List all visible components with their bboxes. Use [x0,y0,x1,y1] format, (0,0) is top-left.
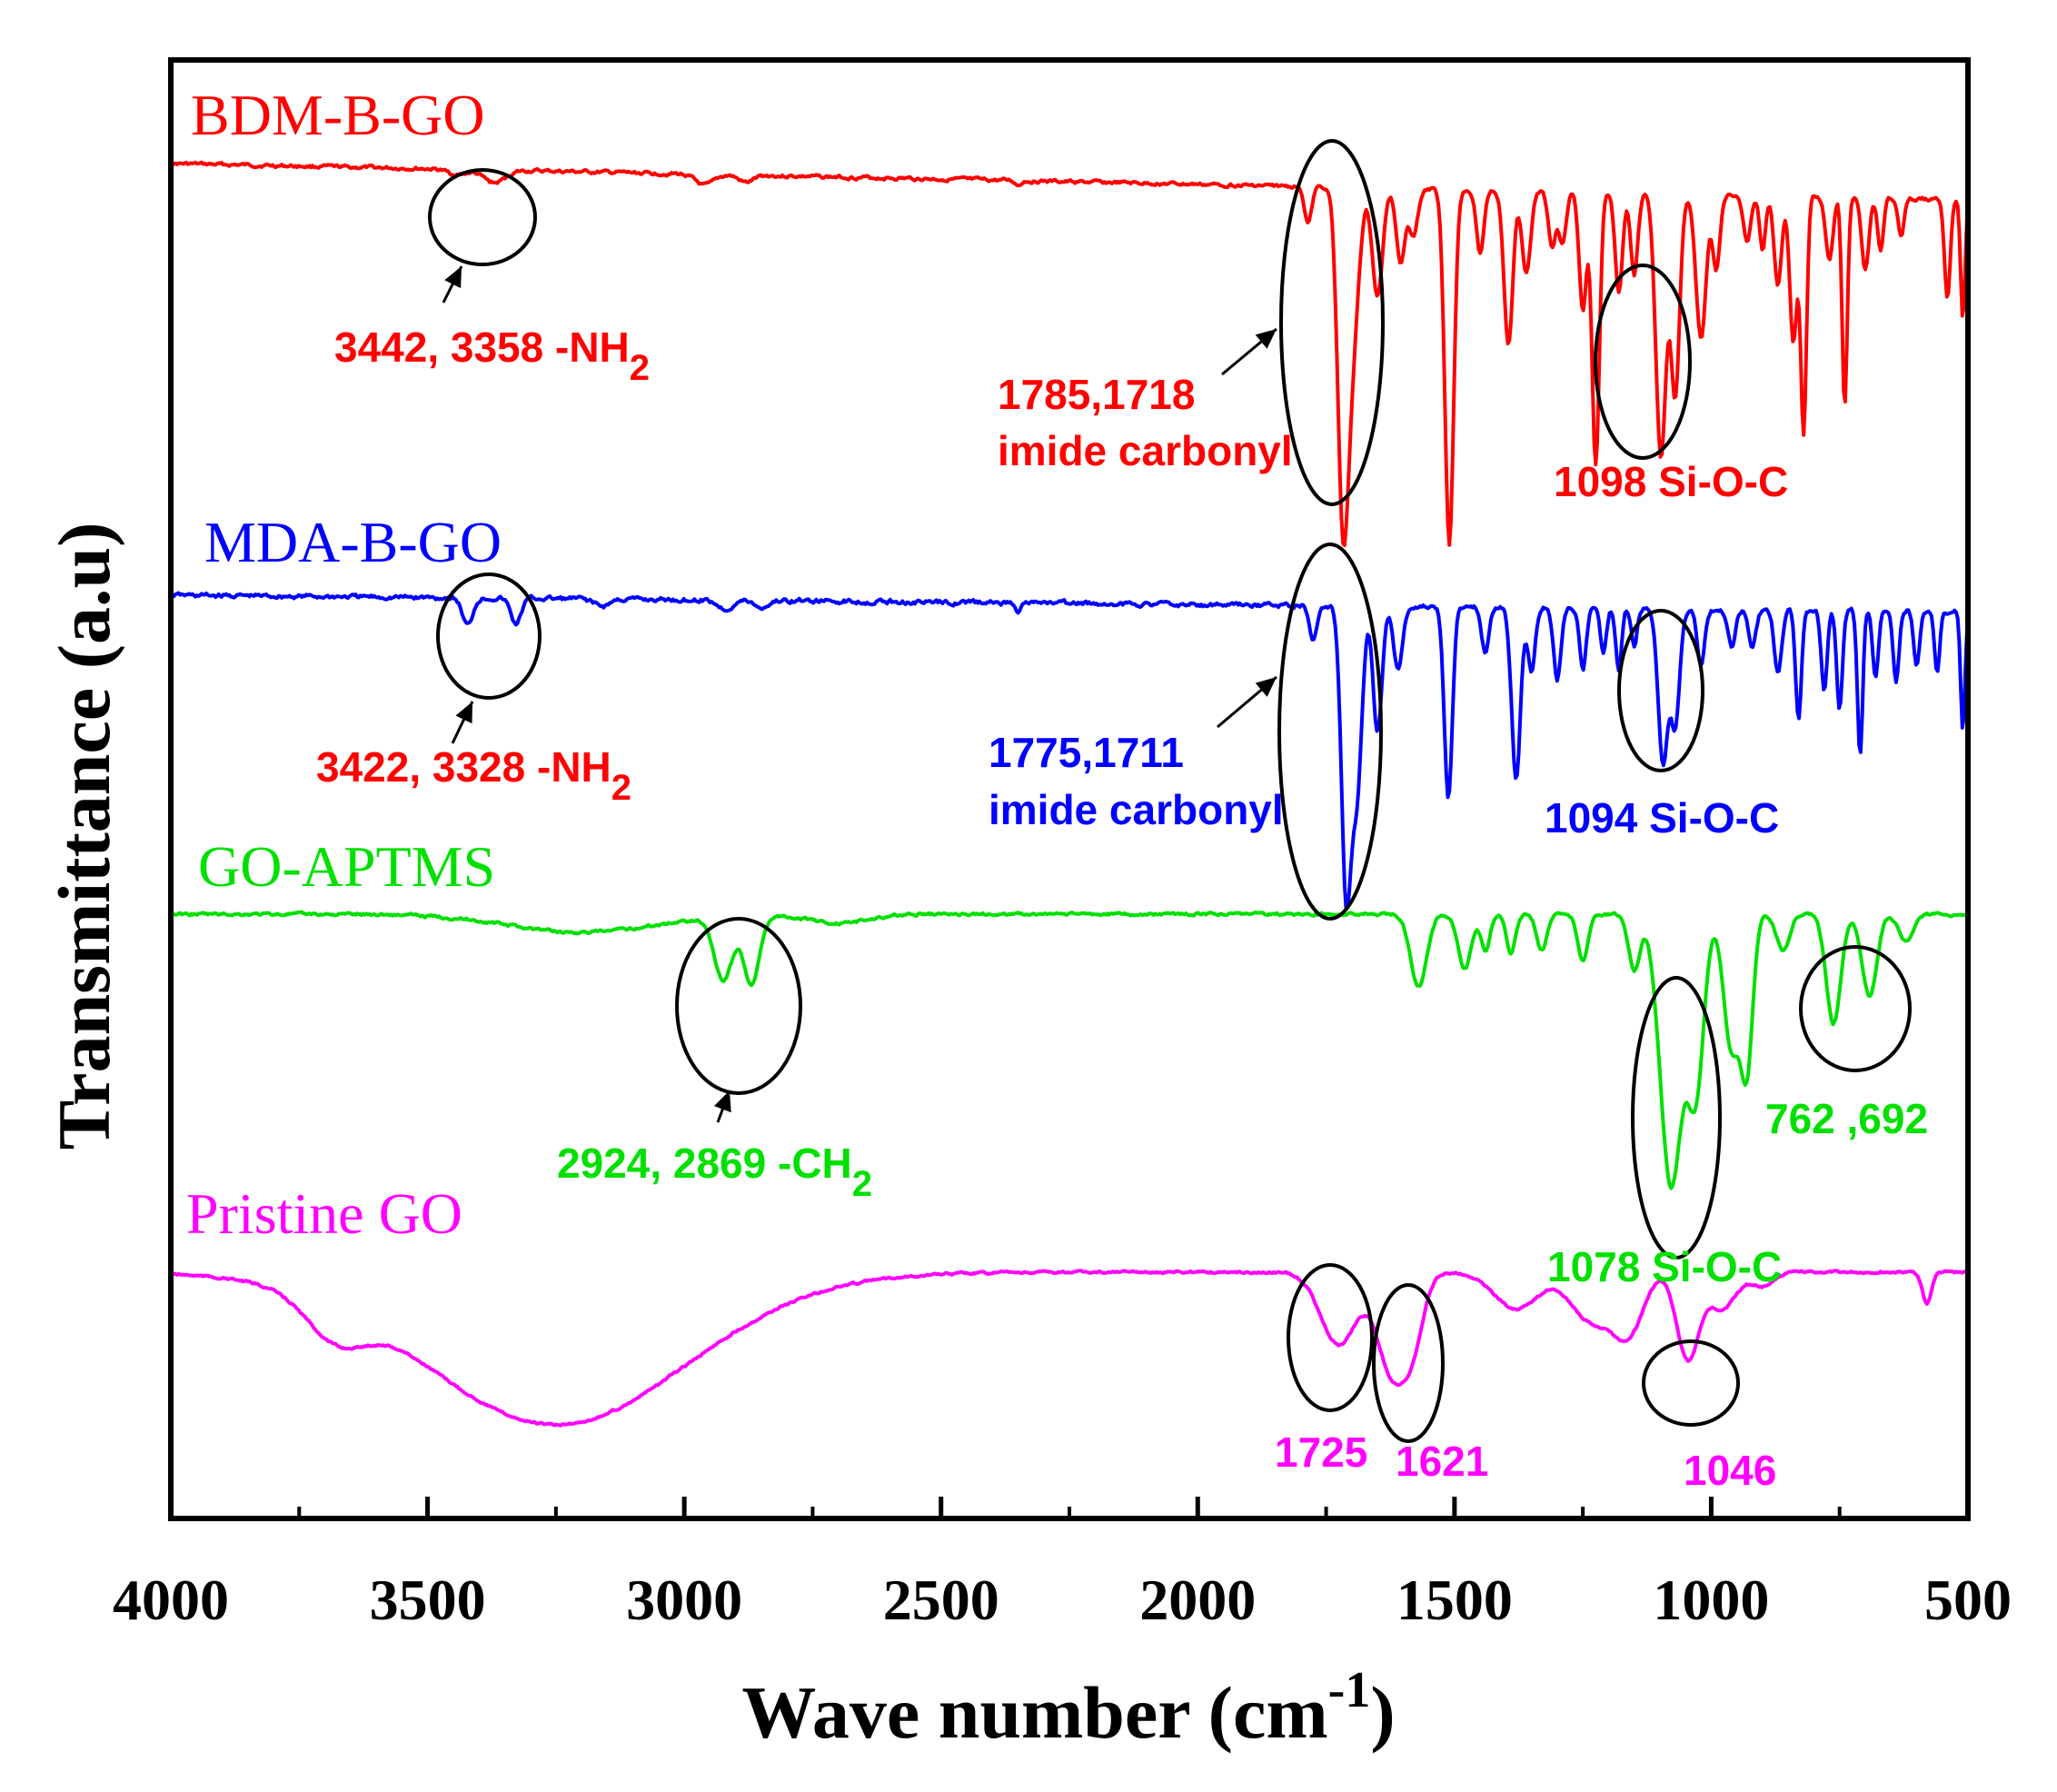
x-axis-title: Wave number (cm-1) [741,1662,1395,1754]
spectrum-go-aptms [170,910,1968,1190]
annot-go-1046: 1046 [1684,1447,1776,1494]
x-tick-label-4000: 4000 [113,1568,229,1632]
bracket-ellipse-9 [1287,1263,1374,1412]
x-axis-ticks: 4000 3500 3000 2500 2000 1500 1000 500 [113,1497,2012,1632]
annot-mda-sioc: 1094 Si-O-C [1545,794,1779,841]
bracket-ellipse-10 [1372,1283,1445,1443]
bracket-ellipse-4 [1277,543,1383,921]
series-label-go-aptms: GO-APTMS [198,834,495,899]
pointer-arrowhead-4 [713,1090,731,1113]
x-tick-label-3500: 3500 [370,1568,486,1632]
annotation-labels: 3442, 3358 -NH2 1785,1718 imide carbonyl… [316,324,1928,1494]
annot-mda-nh2: 3422, 3328 -NH2 [316,743,631,808]
bracket-ellipse-8 [1799,945,1912,1072]
bracket-ellipse-11 [1642,1339,1740,1427]
spectra-curves [169,160,1969,1428]
series-label-pristine-go: Pristine GO [186,1181,462,1246]
series-label-bdm-b-go: BDM-B-GO [191,83,485,147]
spectrum-mda-b-go [169,591,1969,911]
peak-annotations [428,139,1912,1443]
annot-go-1621: 1621 [1396,1438,1488,1485]
annot-aptms-sioc: 1078 Si-O-C [1547,1243,1782,1290]
x-tick-label-2500: 2500 [883,1568,999,1632]
x-tick-label-500: 500 [1924,1568,2012,1632]
annot-bdm-sioc: 1098 Si-O-C [1554,458,1788,505]
spectrum-bdm-b-go [170,160,1969,547]
annot-bdm-nh2: 3442, 3358 -NH2 [334,324,650,388]
annot-bdm-imide-line1: 1785,1718 [998,371,1195,418]
x-tick-label-3000: 3000 [626,1568,742,1632]
annot-mda-imide-line2: imide carbonyl [989,786,1284,833]
pointer-arrowhead-1 [1255,329,1277,349]
annot-bdm-imide-line2: imide carbonyl [998,427,1293,474]
pointer-arrowhead-0 [444,266,462,289]
bracket-ellipse-7 [1631,976,1722,1259]
annot-aptms-ch2: 2924, 2869 -CH2 [557,1140,872,1204]
bracket-ellipse-3 [436,572,542,700]
x-tick-label-1000: 1000 [1653,1568,1769,1632]
series-labels: BDM-B-GO MDA-B-GO GO-APTMS Pristine GO [186,83,502,1246]
pointer-arrowhead-2 [455,702,472,724]
bracket-ellipse-5 [1617,609,1704,772]
bracket-ellipse-2 [1594,264,1692,460]
annot-go-1725: 1725 [1275,1429,1367,1476]
pointer-arrowhead-3 [1255,677,1277,697]
bracket-ellipse-0 [428,168,537,266]
series-label-mda-b-go: MDA-B-GO [204,510,502,574]
x-tick-label-2000: 2000 [1139,1568,1256,1632]
annot-aptms-762-692: 762 ,692 [1765,1095,1928,1142]
spectrum-pristine-go [170,1269,1968,1428]
y-axis-title: Transmittance (a.u) [43,523,125,1150]
bracket-ellipse-6 [675,917,802,1095]
annot-mda-imide-line1: 1775,1711 [989,729,1184,776]
bracket-ellipse-1 [1279,139,1385,506]
x-tick-label-1500: 1500 [1396,1568,1513,1632]
